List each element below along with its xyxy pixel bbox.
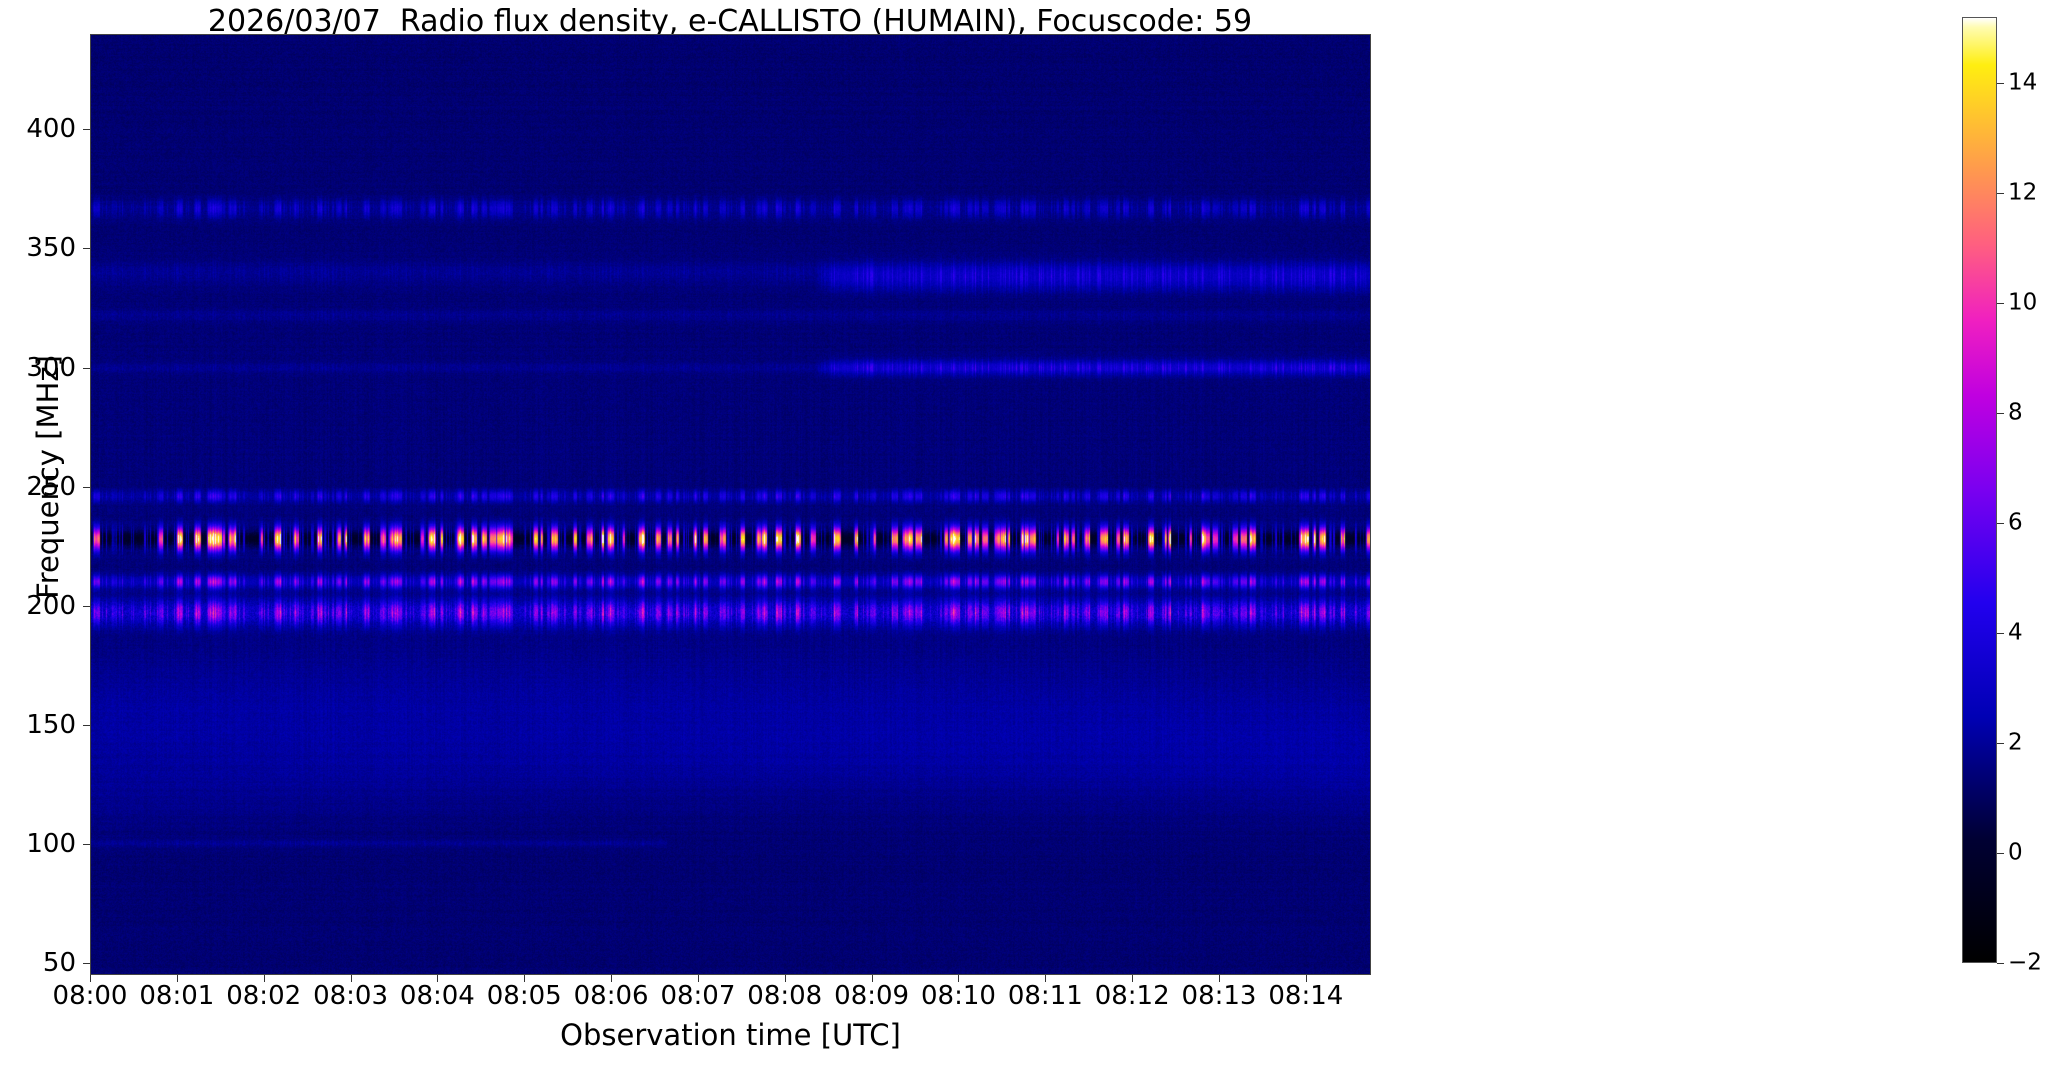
colorbar-tick-mark bbox=[1997, 853, 2004, 854]
y-tick-mark bbox=[83, 248, 90, 250]
x-tick-label: 08:14 bbox=[1268, 981, 1344, 1011]
x-tick-mark bbox=[1132, 975, 1134, 982]
x-tick-label: 08:12 bbox=[1094, 981, 1170, 1011]
page-title: 2026/03/07 Radio flux density, e-CALLIST… bbox=[207, 4, 1253, 39]
y-tick-mark bbox=[83, 486, 90, 488]
x-tick-label: 08:09 bbox=[834, 981, 910, 1011]
y-tick-mark bbox=[83, 843, 90, 845]
x-tick-mark bbox=[176, 975, 178, 982]
x-tick-mark bbox=[437, 975, 439, 982]
x-tick-label: 08:06 bbox=[573, 981, 649, 1011]
colorbar-tick-label: −2 bbox=[2008, 949, 2042, 976]
x-tick-label: 08:10 bbox=[921, 981, 996, 1011]
colorbar-tick-label: 2 bbox=[2008, 729, 2023, 756]
x-axis-label: Observation time [UTC] bbox=[560, 1018, 901, 1052]
y-tick-label: 400 bbox=[26, 114, 76, 145]
colorbar-tick-label: 0 bbox=[2008, 839, 2023, 866]
y-tick-mark bbox=[83, 129, 90, 131]
y-axis-label: Frequency [MHz] bbox=[31, 355, 65, 599]
x-tick-label: 08:04 bbox=[399, 981, 475, 1011]
colorbar-tick-mark bbox=[1997, 413, 2004, 414]
colorbar-tick-mark bbox=[1997, 83, 2004, 84]
x-tick-mark bbox=[871, 975, 873, 982]
colorbar-tick-label: 12 bbox=[2008, 179, 2038, 206]
x-tick-mark bbox=[524, 975, 526, 982]
y-tick-label: 200 bbox=[26, 590, 76, 621]
y-tick-mark bbox=[83, 963, 90, 965]
colorbar-tick-mark bbox=[1997, 193, 2004, 194]
colorbar-tick-label: 6 bbox=[2008, 509, 2023, 536]
x-tick-label: 08:00 bbox=[52, 981, 128, 1011]
y-tick-mark bbox=[83, 367, 90, 369]
x-tick-mark bbox=[1219, 975, 1221, 982]
x-tick-label: 08:08 bbox=[747, 981, 823, 1011]
x-tick-label: 08:01 bbox=[139, 981, 215, 1011]
colorbar-tick-mark bbox=[1997, 523, 2004, 524]
colorbar-tick-mark bbox=[1997, 633, 2004, 634]
x-tick-mark bbox=[1305, 975, 1307, 982]
x-tick-label: 08:11 bbox=[1007, 981, 1083, 1011]
spectrogram-plot-area bbox=[90, 34, 1371, 975]
x-tick-label: 08:05 bbox=[486, 981, 562, 1011]
colorbar-tick-mark bbox=[1997, 963, 2004, 964]
x-tick-mark bbox=[611, 975, 613, 982]
y-tick-mark bbox=[83, 724, 90, 726]
y-tick-mark bbox=[83, 605, 90, 607]
x-tick-label: 08:07 bbox=[660, 981, 736, 1011]
x-tick-label: 08:03 bbox=[313, 981, 388, 1011]
x-tick-mark bbox=[958, 975, 960, 982]
x-tick-label: 08:02 bbox=[226, 981, 302, 1011]
colorbar-tick-label: 10 bbox=[2008, 289, 2038, 316]
x-tick-mark bbox=[350, 975, 352, 982]
spectrogram-image bbox=[91, 35, 1370, 974]
colorbar-tick-mark bbox=[1997, 743, 2004, 744]
y-tick-label: 50 bbox=[42, 948, 76, 979]
colorbar-tick-label: 8 bbox=[2008, 399, 2023, 426]
colorbar bbox=[1962, 17, 1997, 963]
y-tick-label: 250 bbox=[26, 471, 76, 502]
x-tick-label: 08:13 bbox=[1181, 981, 1257, 1011]
x-tick-mark bbox=[784, 975, 786, 982]
x-tick-mark bbox=[697, 975, 699, 982]
y-tick-label: 150 bbox=[26, 709, 76, 740]
colorbar-tick-label: 4 bbox=[2008, 619, 2023, 646]
x-tick-mark bbox=[90, 975, 91, 982]
colorbar-gradient bbox=[1963, 18, 1996, 962]
x-tick-mark bbox=[263, 975, 265, 982]
colorbar-tick-label: 14 bbox=[2008, 69, 2038, 96]
colorbar-tick-mark bbox=[1997, 303, 2004, 304]
x-tick-mark bbox=[1045, 975, 1047, 982]
y-tick-label: 300 bbox=[26, 352, 76, 383]
y-tick-label: 350 bbox=[26, 233, 76, 264]
y-tick-label: 100 bbox=[26, 828, 76, 859]
